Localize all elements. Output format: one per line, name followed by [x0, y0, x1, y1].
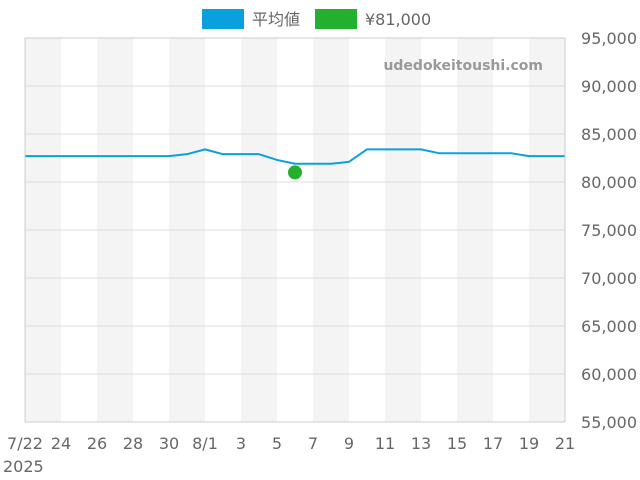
legend-swatch-average — [202, 9, 244, 29]
watermark: udedokeitoushi.com — [383, 58, 543, 74]
x-tick-label: 7 — [308, 434, 318, 453]
x-tick-label: 11 — [375, 434, 395, 453]
y-tick-label: 60,000 — [581, 365, 637, 384]
y-tick-label: 55,000 — [581, 413, 637, 432]
x-tick-label: 7/22 — [7, 434, 43, 453]
y-axis-labels: 55,000 60,000 65,000 70,000 75,000 80,000 85,0… — [581, 29, 637, 432]
x-axis-year-label: 2025 — [3, 457, 44, 476]
x-tick-label: 24 — [51, 434, 71, 453]
x-tick-label: 13 — [411, 434, 431, 453]
y-tick-label: 70,000 — [581, 269, 637, 288]
x-tick-label: 9 — [344, 434, 354, 453]
x-tick-label: 19 — [519, 434, 539, 453]
legend-swatch-price — [315, 9, 357, 29]
x-tick-label: 21 — [555, 434, 575, 453]
x-tick-label: 5 — [272, 434, 282, 453]
y-tick-label: 80,000 — [581, 173, 637, 192]
legend: 平均値 ¥81,000 — [202, 9, 431, 29]
y-tick-label: 75,000 — [581, 221, 637, 240]
x-tick-label: 30 — [159, 434, 179, 453]
x-tick-label: 17 — [483, 434, 503, 453]
x-tick-label: 26 — [87, 434, 107, 453]
x-axis-labels: 7/22 24 26 28 30 8/1 3 5 7 9 11 13 15 17 19 21 — [7, 434, 575, 453]
y-tick-label: 85,000 — [581, 125, 637, 144]
y-tick-label: 65,000 — [581, 317, 637, 336]
price-point — [288, 165, 302, 180]
legend-label-price: ¥81,000 — [365, 10, 431, 29]
x-tick-label: 28 — [123, 434, 143, 453]
x-tick-label: 15 — [447, 434, 467, 453]
legend-label-average: 平均値 — [252, 10, 300, 29]
y-tick-label: 90,000 — [581, 77, 637, 96]
x-tick-label: 3 — [236, 434, 246, 453]
plot-frame — [24, 37, 566, 423]
y-tick-label: 95,000 — [581, 29, 637, 48]
x-tick-label: 8/1 — [192, 434, 218, 453]
average-price-line — [25, 148, 565, 165]
axes — [24, 37, 566, 423]
series-layer — [25, 148, 565, 180]
